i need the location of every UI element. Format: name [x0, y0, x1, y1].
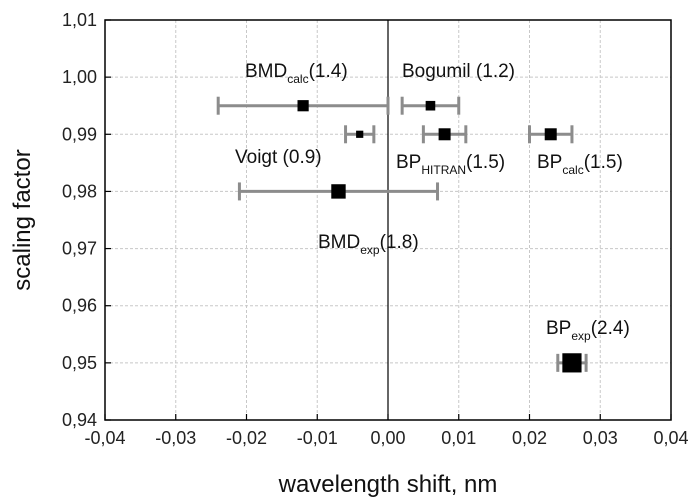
y-tick-label: 0,97 — [62, 239, 97, 259]
data-marker — [331, 184, 346, 199]
data-marker — [297, 100, 309, 112]
x-tick-label: -0,04 — [84, 428, 125, 448]
point-annotation: BMDexp(1.8) — [318, 232, 419, 257]
point-annotation: BPHITRAN(1.5) — [396, 152, 505, 177]
x-tick-label: 0,00 — [370, 428, 405, 448]
data-markers — [297, 100, 582, 373]
data-marker — [438, 128, 451, 141]
data-marker — [562, 353, 582, 373]
y-tick-label: 1,00 — [62, 67, 97, 87]
data-marker — [425, 100, 436, 111]
x-tick-label: -0,03 — [155, 428, 196, 448]
point-annotation: Voigt (0.9) — [235, 147, 322, 168]
point-annotation: BPcalc(1.5) — [537, 152, 623, 177]
y-tick-label: 0,99 — [62, 124, 97, 144]
y-axis-title: scaling factor — [9, 149, 36, 290]
point-annotation: Bogumil (1.2) — [402, 61, 515, 82]
point-annotation: BMDcalc(1.4) — [245, 61, 348, 86]
x-tick-label: 0,04 — [653, 428, 688, 448]
x-tick-label: -0,02 — [226, 428, 267, 448]
x-axis-ticks: -0,04 -0,03 -0,02 -0,01 0,00 0,01 0,02 0,03 0,04 — [84, 414, 689, 448]
point-annotations: BMDcalc(1.4) Bogumil (1.2) Voigt (0.9) BPHI… — [235, 61, 630, 343]
y-tick-label: 0,94 — [62, 410, 97, 430]
data-marker — [544, 128, 557, 141]
x-tick-label: -0,01 — [297, 428, 338, 448]
x-tick-label: 0,03 — [583, 428, 618, 448]
y-tick-label: 0,96 — [62, 296, 97, 316]
x-axis-title: wavelength shift, nm — [278, 471, 498, 498]
y-tick-label: 0,98 — [62, 181, 97, 201]
x-tick-label: 0,01 — [441, 428, 476, 448]
y-tick-label: 1,01 — [62, 10, 97, 30]
point-annotation: BPexp(2.4) — [546, 318, 630, 343]
x-tick-label: 0,02 — [512, 428, 547, 448]
data-marker — [356, 130, 364, 138]
y-axis-ticks: 0,94 0,95 0,96 0,97 0,98 0,99 1,00 1,01 — [62, 10, 111, 430]
y-tick-label: 0,95 — [62, 353, 97, 373]
